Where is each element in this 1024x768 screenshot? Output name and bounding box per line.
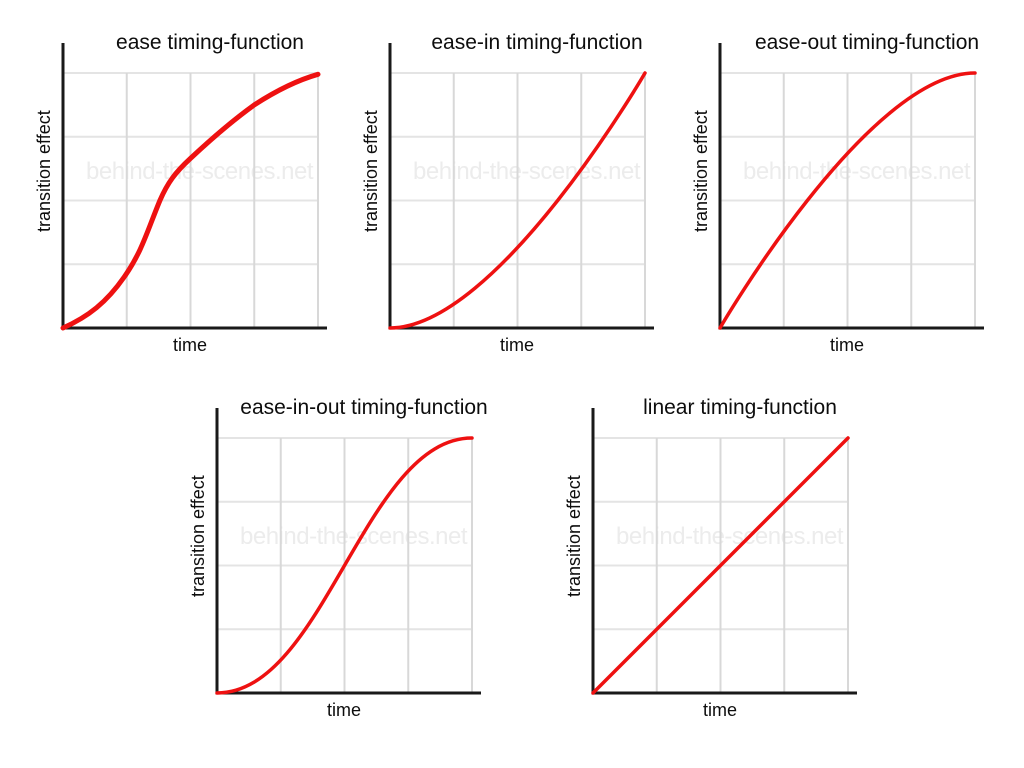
chart-title: ease-in timing-function xyxy=(431,31,643,54)
x-axis-label: time xyxy=(829,335,865,355)
chart-title: ease-in-out timing-function xyxy=(240,396,488,419)
plot-area-ease-in-out xyxy=(215,408,481,695)
chart-linear: linear timing-function transition effect… xyxy=(548,393,868,743)
chart-ease-in: ease-in timing-function transition effec… xyxy=(345,28,665,378)
chart-title: ease-out timing-function xyxy=(754,31,980,54)
plot-area-ease-out xyxy=(718,43,984,330)
curve-ease-out xyxy=(718,71,977,330)
x-axis-label: time xyxy=(172,335,208,355)
chart-title: linear timing-function xyxy=(643,396,837,419)
watermark-text: behind-the-scenes.net xyxy=(413,158,641,185)
chart-ease-out: ease-out timing-function transition effe… xyxy=(675,28,995,378)
chart-title: ease timing-function xyxy=(116,31,304,54)
plot-area-linear xyxy=(591,408,857,695)
curve-ease xyxy=(60,71,321,331)
x-axis-label: time xyxy=(326,700,362,720)
x-axis-label: time xyxy=(702,700,738,720)
watermark-text: behind-the-scenes.net xyxy=(86,158,314,185)
watermark-text: behind-the-scenes.net xyxy=(616,523,844,550)
watermark-text: behind-the-scenes.net xyxy=(743,158,971,185)
curve-linear xyxy=(591,436,850,695)
plot-area-ease xyxy=(60,43,327,331)
curve-ease-in xyxy=(388,71,647,330)
plot-area-ease-in xyxy=(388,43,654,330)
chart-ease-in-out: ease-in-out timing-function transition e… xyxy=(172,393,492,743)
chart-ease: ease timing-function transition effect b… xyxy=(18,28,338,378)
x-axis-label: time xyxy=(499,335,535,355)
watermark-text: behind-the-scenes.net xyxy=(240,523,468,550)
curve-ease-in-out xyxy=(215,436,474,695)
